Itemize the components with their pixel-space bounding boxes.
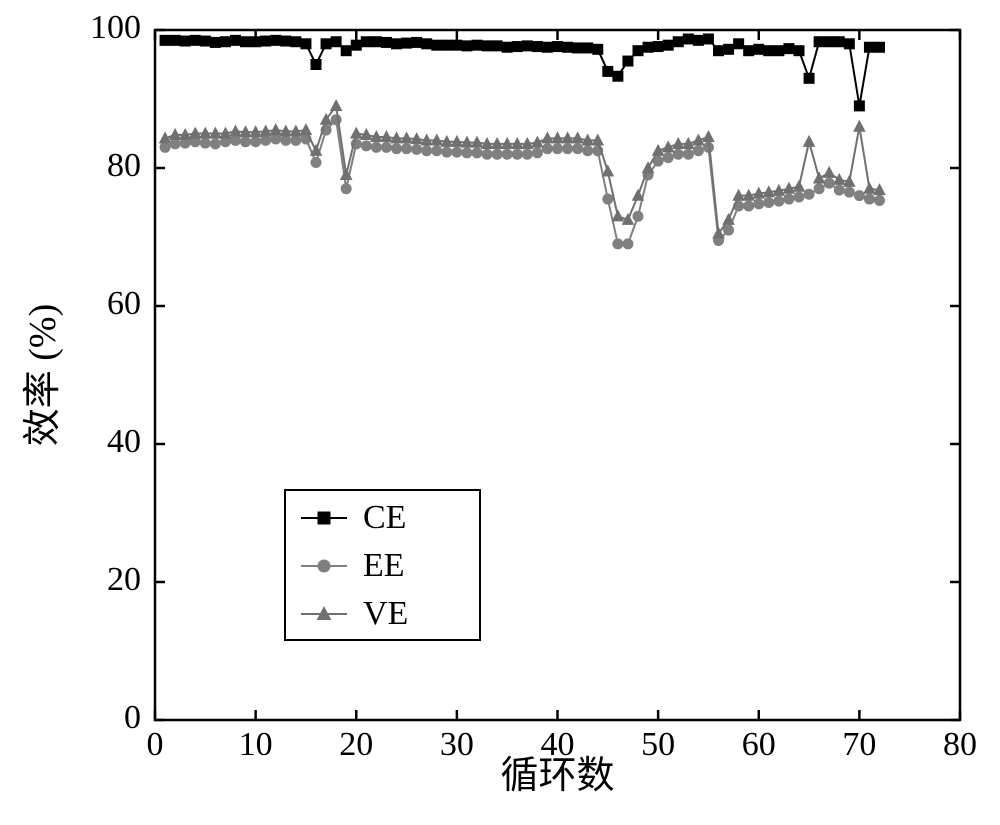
x-tick-label: 80 <box>943 726 977 763</box>
legend-label-VE: VE <box>363 595 408 632</box>
x-tick-label: 10 <box>239 726 273 763</box>
legend-label-EE: EE <box>363 547 405 584</box>
x-tick-label: 70 <box>842 726 876 763</box>
y-tick-label: 40 <box>107 423 141 460</box>
x-tick-label: 30 <box>440 726 474 763</box>
x-tick-label: 50 <box>641 726 675 763</box>
x-tick-label: 60 <box>742 726 776 763</box>
efficiency-chart: 02040608010001020304050607080效率 (%)循环数CE… <box>0 0 1000 825</box>
x-tick-label: 0 <box>147 726 164 763</box>
x-tick-label: 20 <box>339 726 373 763</box>
y-axis-label: 效率 (%) <box>22 304 64 446</box>
chart-svg: 02040608010001020304050607080效率 (%)循环数CE… <box>0 0 1000 825</box>
y-tick-label: 60 <box>107 285 141 322</box>
y-tick-label: 100 <box>90 9 141 46</box>
y-tick-label: 80 <box>107 147 141 184</box>
y-tick-label: 20 <box>107 561 141 598</box>
x-axis-label: 循环数 <box>500 755 614 797</box>
y-tick-label: 0 <box>124 699 141 736</box>
legend-label-CE: CE <box>363 499 406 536</box>
